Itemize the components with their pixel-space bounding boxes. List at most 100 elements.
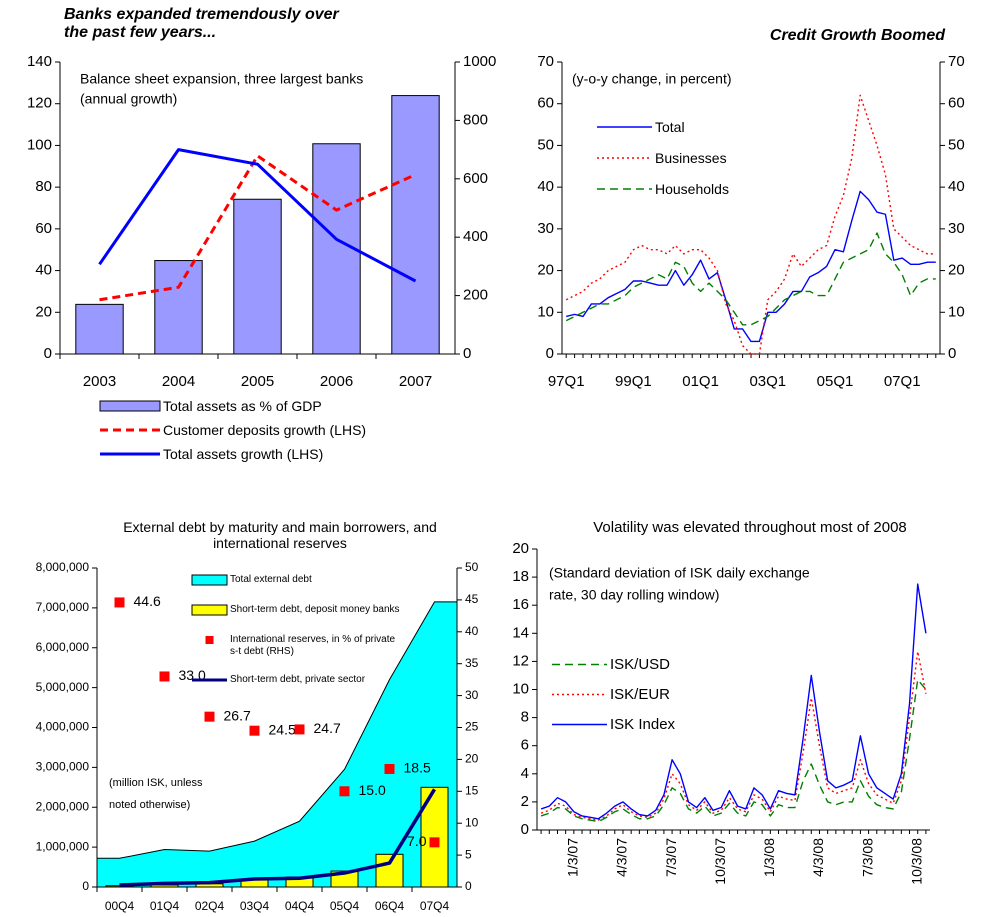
y2-tick-label: 0 — [463, 345, 471, 362]
y-tick-label: 12 — [512, 652, 529, 669]
legend-label: ISK/EUR — [610, 685, 671, 703]
x-tick-label: 02Q4 — [195, 899, 225, 913]
line — [99, 154, 417, 302]
y2-tick-label: 0 — [465, 879, 472, 893]
y-tick-label: 20 — [35, 303, 52, 320]
area — [96, 601, 458, 888]
chart-title: External debt by maturity and main borro… — [123, 519, 437, 552]
x-tick-label: 2003 — [83, 373, 116, 390]
annotation: (annual growth) — [80, 91, 177, 107]
marker — [249, 725, 260, 736]
y2-tick-label: 50 — [465, 560, 479, 574]
x-tick-label: 10/3/07 — [712, 838, 728, 885]
y-tick-label: 10 — [537, 303, 554, 320]
y-tick-label: 1,000,000 — [36, 839, 90, 853]
y2-tick-label: 800 — [463, 111, 488, 128]
x-tick-label: 01Q1 — [682, 373, 719, 390]
legend-label: Households — [655, 180, 729, 197]
y-tick-label: 3,000,000 — [36, 760, 90, 774]
bar — [391, 95, 440, 355]
y2-tick-label: 10 — [948, 303, 965, 320]
legend-symbol — [99, 400, 161, 412]
legend-label: International reserves, in % of private … — [230, 634, 396, 657]
marker — [384, 763, 395, 774]
y-tick-label: 0 — [44, 345, 52, 362]
x-tick-label: 2007 — [399, 373, 432, 390]
y-tick-label: 4,000,000 — [36, 720, 90, 734]
y-tick-label: 18 — [512, 568, 529, 585]
marker — [114, 597, 125, 608]
line — [540, 650, 927, 821]
y-tick-label: 120 — [27, 95, 52, 112]
y2-tick-label: 15 — [465, 783, 479, 797]
y2-tick-label: 50 — [948, 136, 965, 153]
x-tick-label: 1/3/07 — [565, 838, 581, 877]
x-tick-label: 03Q1 — [749, 373, 786, 390]
y-tick-label: 6 — [521, 737, 529, 754]
y-tick-label: 2,000,000 — [36, 799, 90, 813]
x-tick-label: 2004 — [162, 373, 195, 390]
y2-tick-label: 60 — [948, 95, 965, 112]
y-tick-label: 70 — [537, 53, 554, 70]
x-tick-label: 4/3/07 — [614, 838, 630, 877]
marker — [294, 724, 305, 735]
y-tick-label: 6,000,000 — [36, 640, 90, 654]
bar — [75, 303, 124, 355]
marker — [339, 786, 350, 797]
bar — [375, 853, 404, 888]
y-tick-label: 4 — [521, 765, 529, 782]
y-tick-label: 0 — [82, 879, 89, 893]
legend-label: Total — [655, 118, 685, 135]
y2-tick-label: 45 — [465, 592, 479, 606]
x-tick-label: 2005 — [241, 373, 274, 390]
legend-label: Businesses — [655, 149, 727, 166]
data-label: 24.7 — [314, 720, 341, 736]
y-tick-label: 8 — [521, 709, 529, 726]
line — [540, 583, 927, 820]
y-tick-label: 80 — [35, 178, 52, 195]
y-tick-label: 30 — [537, 220, 554, 237]
y2-tick-label: 600 — [463, 170, 488, 187]
bar — [105, 885, 134, 888]
x-tick-label: 05Q1 — [817, 373, 854, 390]
x-tick-label: 4/3/08 — [810, 838, 826, 877]
y2-tick-label: 0 — [948, 345, 956, 362]
marker — [204, 711, 215, 722]
x-tick-label: 7/3/08 — [859, 838, 875, 877]
x-tick-label: 10/3/08 — [908, 838, 924, 885]
legend-label: Total assets growth (LHS) — [163, 445, 324, 462]
y-tick-label: 16 — [512, 596, 529, 613]
y-tick-label: 14 — [512, 624, 529, 641]
y2-tick-label: 200 — [463, 287, 488, 304]
marker — [159, 671, 170, 682]
y-tick-label: 20 — [512, 540, 529, 557]
y-tick-label: 40 — [537, 178, 554, 195]
y2-tick-label: 5 — [465, 847, 472, 861]
y-tick-label: 0 — [546, 345, 554, 362]
line — [119, 788, 436, 887]
bar — [154, 260, 203, 355]
y2-tick-label: 35 — [465, 656, 479, 670]
y-tick-label: 60 — [35, 220, 52, 237]
y2-tick-label: 30 — [465, 688, 479, 702]
data-label: 7.0 — [407, 833, 427, 849]
legend-label: ISK Index — [610, 715, 676, 733]
x-tick-label: 2006 — [320, 373, 353, 390]
x-tick-label: 04Q4 — [285, 899, 315, 913]
x-tick-label: 7/3/07 — [663, 838, 679, 877]
line — [566, 190, 936, 343]
legend-label: Short-term debt, deposit money banks — [230, 604, 400, 615]
data-label: 24.5 — [269, 721, 296, 737]
legend-symbol — [205, 636, 214, 644]
legend-label: Total external debt — [230, 574, 312, 585]
y2-tick-label: 40 — [948, 178, 965, 195]
y2-tick-label: 1000 — [463, 53, 496, 70]
y-tick-label: 7,000,000 — [36, 600, 90, 614]
line — [565, 232, 936, 326]
legend-symbol — [191, 604, 228, 616]
bar — [233, 198, 282, 355]
data-label: 18.5 — [404, 760, 431, 776]
y-tick-label: 100 — [27, 136, 52, 153]
y-tick-label: 10 — [512, 680, 529, 697]
